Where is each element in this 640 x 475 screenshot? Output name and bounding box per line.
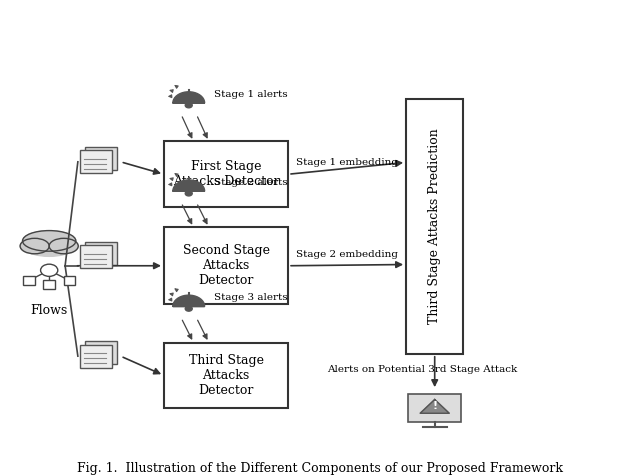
- Text: Stage 3 alerts: Stage 3 alerts: [214, 293, 288, 302]
- Text: Alerts on Potential 3rd Stage Attack: Alerts on Potential 3rd Stage Attack: [327, 365, 517, 374]
- FancyBboxPatch shape: [164, 142, 288, 207]
- Text: Stage 1 embedding: Stage 1 embedding: [296, 159, 398, 168]
- Text: Stage 1 alerts: Stage 1 alerts: [214, 89, 288, 98]
- Ellipse shape: [28, 243, 71, 256]
- Ellipse shape: [22, 230, 76, 251]
- FancyBboxPatch shape: [80, 245, 113, 268]
- Polygon shape: [173, 180, 205, 191]
- Text: Stage 2 embedding: Stage 2 embedding: [296, 250, 398, 259]
- Bar: [44, 280, 55, 289]
- Bar: [24, 276, 35, 285]
- Text: Third Stage Attacks Prediction: Third Stage Attacks Prediction: [428, 128, 441, 324]
- Circle shape: [185, 103, 192, 108]
- Polygon shape: [173, 295, 205, 306]
- Bar: [63, 276, 75, 285]
- FancyBboxPatch shape: [85, 147, 118, 170]
- Text: Flows: Flows: [31, 304, 68, 317]
- Text: Stage 2 alerts: Stage 2 alerts: [214, 178, 288, 187]
- FancyBboxPatch shape: [164, 228, 288, 304]
- FancyBboxPatch shape: [408, 394, 461, 422]
- Text: First Stage
Attacks Detector: First Stage Attacks Detector: [173, 160, 279, 188]
- FancyBboxPatch shape: [80, 150, 113, 173]
- Text: Second Stage
Attacks
Detector: Second Stage Attacks Detector: [182, 244, 269, 287]
- Circle shape: [40, 264, 58, 276]
- Polygon shape: [420, 399, 449, 413]
- Text: Third Stage
Attacks
Detector: Third Stage Attacks Detector: [189, 354, 264, 397]
- Circle shape: [185, 191, 192, 196]
- Circle shape: [185, 306, 192, 311]
- Ellipse shape: [20, 238, 49, 254]
- FancyBboxPatch shape: [80, 344, 113, 368]
- Polygon shape: [173, 92, 205, 103]
- Ellipse shape: [49, 238, 78, 254]
- Text: Fig. 1.  Illustration of the Different Components of our Proposed Framework: Fig. 1. Illustration of the Different Co…: [77, 462, 563, 475]
- FancyBboxPatch shape: [85, 241, 118, 265]
- Text: !: !: [432, 401, 437, 411]
- FancyBboxPatch shape: [164, 342, 288, 408]
- FancyBboxPatch shape: [406, 98, 463, 354]
- FancyBboxPatch shape: [85, 341, 118, 364]
